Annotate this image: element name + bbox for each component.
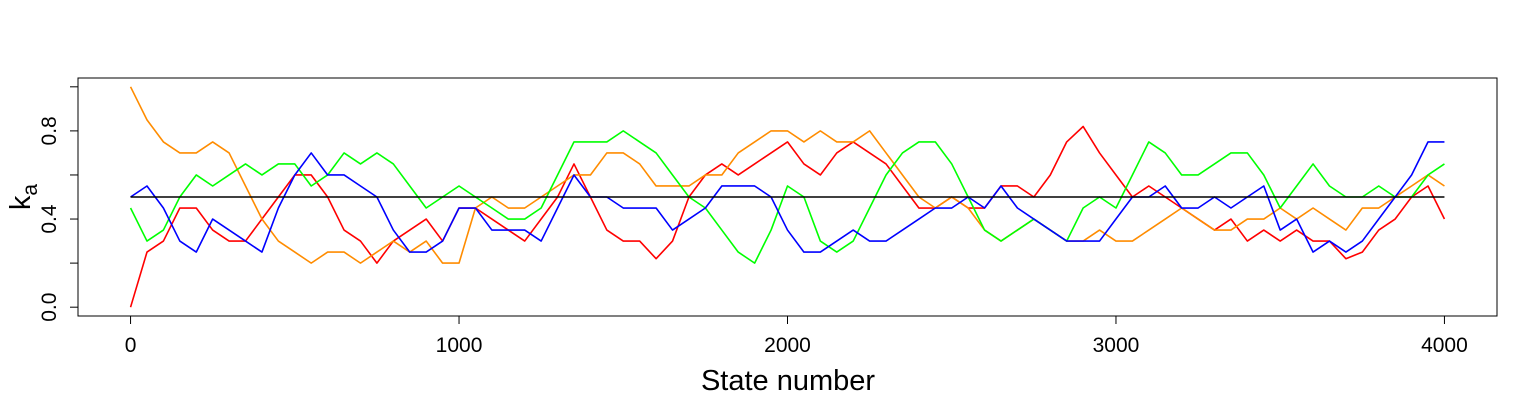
y-axis-label: ka [5, 184, 42, 211]
x-tick-label: 1000 [436, 334, 483, 357]
y-axis-label-sub: a [19, 184, 42, 196]
x-tick-label: 2000 [764, 334, 811, 357]
x-tick-label: 0 [125, 334, 137, 357]
y-tick-label: 0.8 [38, 116, 61, 145]
y-tick-label: 0.4 [38, 204, 61, 234]
series-line [129, 130, 1445, 264]
series-line [129, 125, 1446, 308]
x-axis-label: State number [701, 365, 875, 397]
x-tick-label: 4000 [1421, 334, 1468, 357]
x-tick-label: 3000 [1093, 334, 1140, 357]
series-line [129, 86, 1445, 264]
y-tick-label: 0.0 [38, 293, 61, 322]
series-line [130, 141, 1445, 253]
y-axis-label-main: k [5, 195, 37, 210]
